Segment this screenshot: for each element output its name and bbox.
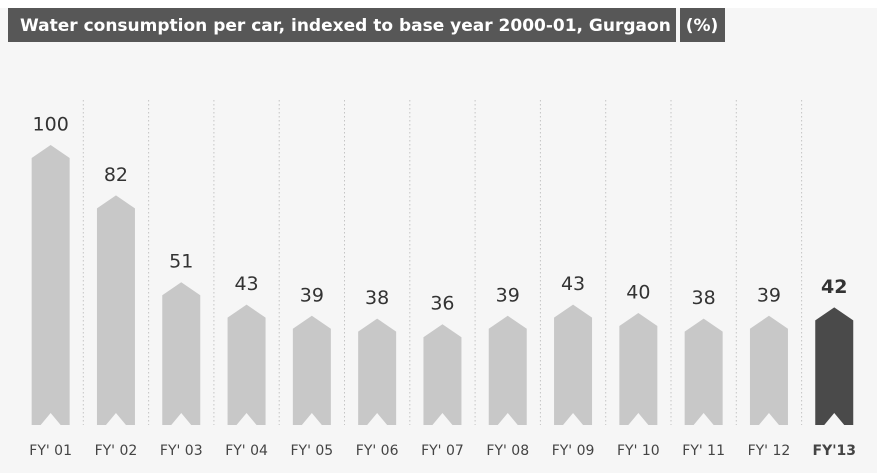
value-label: 43 [234,273,258,295]
bar [749,315,788,425]
value-label: 42 [821,276,847,298]
x-tick-label: FY' 01 [29,443,72,459]
bar [96,195,135,425]
bar [423,324,462,425]
value-label: 43 [561,273,585,295]
bar [619,313,658,425]
chart-title: Water consumption per car, indexed to ba… [20,16,671,36]
x-tick-label: FY' 05 [290,443,333,459]
bar [815,307,854,425]
value-label: 51 [169,251,193,273]
x-tick-label: FY' 04 [225,443,268,459]
x-tick-label: FY' 09 [552,443,595,459]
title-box [8,8,676,42]
value-label: 100 [33,114,69,136]
bar [358,318,397,425]
x-tick-label: FY' 12 [748,443,791,459]
value-label: 38 [692,287,716,309]
value-label: 39 [757,284,781,306]
x-tick-label: FY' 06 [356,443,399,459]
x-tick-label: FY' 10 [617,443,660,459]
x-tick-label: FY' 02 [95,443,138,459]
x-tick-label: FY' 07 [421,443,464,459]
unit-label: (%) [686,16,719,36]
x-tick-label: FY'13 [813,443,856,459]
bar [162,282,201,425]
value-label: 82 [104,164,128,186]
bar [31,145,70,425]
bar [227,304,266,425]
value-label: 39 [496,284,520,306]
x-tick-label: FY' 08 [486,443,529,459]
value-label: 38 [365,287,389,309]
top-strip [0,0,877,8]
value-label: 39 [300,284,324,306]
x-tick-label: FY' 11 [682,443,725,459]
value-label: 40 [626,282,650,304]
unit-box [680,8,725,42]
bar [488,315,527,425]
bar [292,315,331,425]
value-label: 36 [430,293,454,315]
x-tick-label: FY' 03 [160,443,203,459]
bar [554,304,593,425]
bar [684,318,723,425]
